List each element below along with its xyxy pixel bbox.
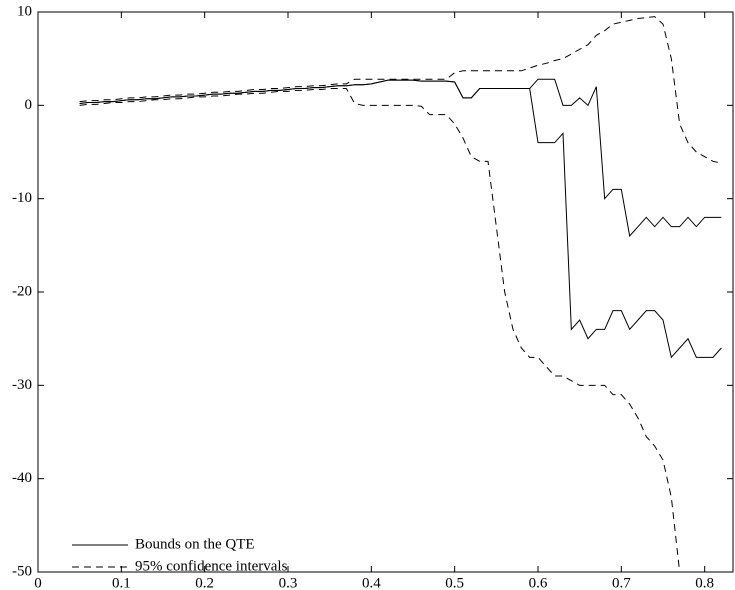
y-tick-label: -30	[12, 377, 32, 393]
legend-label: Bounds on the QTE	[135, 536, 255, 552]
x-tick-label: 0.7	[612, 575, 631, 590]
x-tick-label: 0.1	[112, 575, 131, 590]
plot-frame	[37, 11, 734, 573]
series-line	[79, 88, 681, 573]
x-tick-label: 0	[34, 575, 42, 590]
y-tick-label: -10	[12, 190, 32, 206]
series-line	[79, 16, 722, 164]
series-line	[79, 78, 722, 238]
y-tick-label: 0	[25, 97, 33, 113]
x-tick-label: 0.6	[529, 575, 548, 590]
x-tick-label: 0.8	[695, 575, 714, 590]
series-line	[79, 79, 722, 359]
y-tick-label: -40	[12, 470, 32, 486]
x-tick-label: 0.3	[279, 575, 298, 590]
y-tick-label: -50	[12, 563, 32, 579]
x-tick-label: 0.4	[362, 575, 381, 590]
y-tick-label: -20	[12, 283, 32, 299]
legend-label: 95% confidence intervals	[135, 558, 288, 574]
x-tick-label: 0.5	[445, 575, 464, 590]
y-tick-label: 10	[17, 3, 32, 19]
x-tick-label: 0.2	[195, 575, 214, 590]
